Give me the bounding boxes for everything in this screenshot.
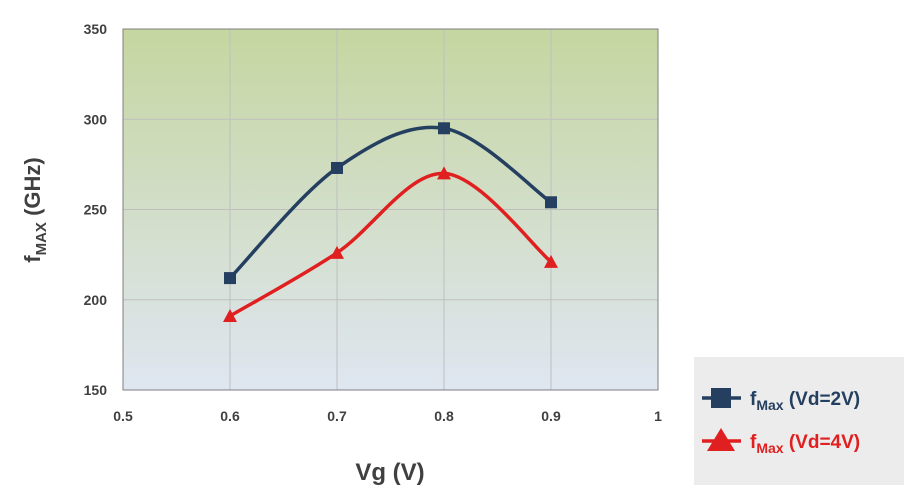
y-tick-label: 150 — [84, 382, 108, 398]
x-tick-label: 0.6 — [220, 408, 240, 424]
data-point-square — [331, 161, 343, 174]
series-line-2 — [229, 171, 553, 318]
legend: fMax (Vd=2V) fMax (Vd=4V) — [694, 357, 904, 485]
series-layer — [223, 122, 558, 322]
x-tick-label: 0.8 — [434, 408, 454, 424]
series-1 — [224, 122, 557, 285]
x-axis-ticks: 0.5 0.6 0.7 0.8 0.9 1 — [113, 408, 662, 424]
data-point-square — [545, 196, 557, 209]
y-tick-label: 200 — [84, 292, 108, 308]
x-tick-label: 0.7 — [327, 408, 347, 424]
x-tick-label: 0.5 — [113, 408, 133, 424]
legend-square-marker — [711, 388, 731, 408]
y-tick-label: 350 — [84, 21, 108, 37]
data-point-triangle — [330, 245, 344, 259]
legend-label-2: fMax (Vd=4V) — [750, 432, 860, 456]
legend-entry-2: fMax (Vd=4V) — [702, 428, 860, 456]
legend-label-1: fMax (Vd=2V) — [750, 389, 860, 413]
x-axis-title: Vg (V) — [355, 459, 424, 486]
series-line-1 — [228, 125, 553, 280]
y-axis-title: fMAX (GHz) — [20, 157, 50, 262]
series-2 — [223, 166, 558, 322]
y-tick-label: 300 — [84, 111, 108, 127]
x-tick-label: 1 — [654, 408, 662, 424]
data-point-square — [224, 272, 236, 285]
data-point-triangle — [437, 166, 451, 180]
legend-box — [694, 357, 904, 485]
data-point-triangle — [223, 308, 237, 322]
legend-entry-1: fMax (Vd=2V) — [702, 388, 860, 413]
plot-border — [122, 28, 659, 391]
y-axis-ticks: 150 200 250 300 350 — [84, 21, 108, 398]
data-point-triangle — [544, 254, 558, 268]
legend-triangle-marker — [707, 428, 735, 451]
data-point-square — [438, 122, 450, 135]
y-tick-label: 250 — [84, 202, 108, 218]
x-tick-label: 0.9 — [541, 408, 561, 424]
